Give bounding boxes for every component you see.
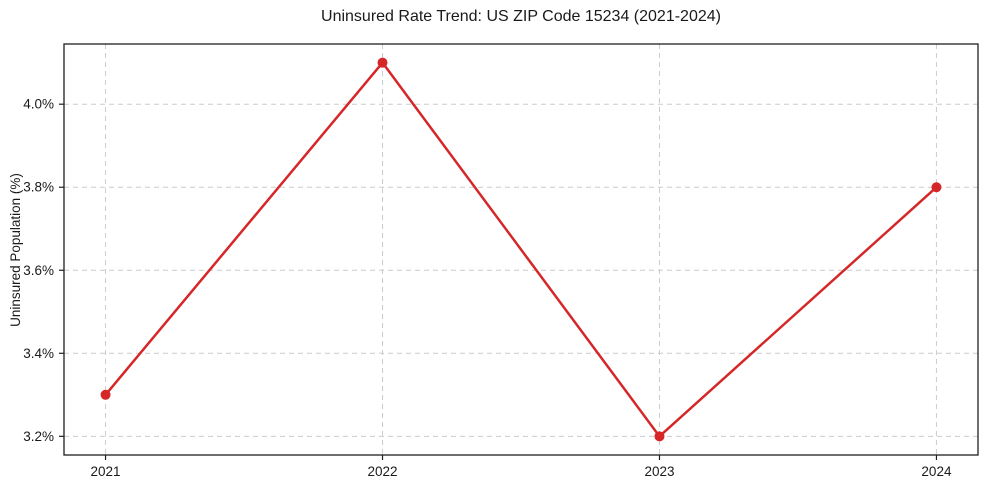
data-point: [931, 182, 942, 193]
x-tick-label: 2023: [644, 464, 674, 479]
x-tick-label: 2021: [91, 464, 121, 479]
data-point: [377, 57, 388, 68]
data-point: [654, 431, 665, 442]
y-tick-label: 4.0%: [23, 97, 54, 112]
chart-title: Uninsured Rate Trend: US ZIP Code 15234 …: [321, 8, 721, 25]
y-tick-label: 3.6%: [23, 263, 54, 278]
x-tick-label: 2024: [921, 464, 952, 479]
y-tick-label: 3.4%: [23, 346, 54, 361]
y-tick-label: 3.2%: [23, 429, 54, 444]
data-line: [104, 61, 938, 438]
y-tick-label: 3.8%: [23, 180, 54, 195]
plot-border: [63, 43, 979, 456]
data-point: [100, 389, 111, 400]
x-tick-label: 2022: [367, 464, 397, 479]
